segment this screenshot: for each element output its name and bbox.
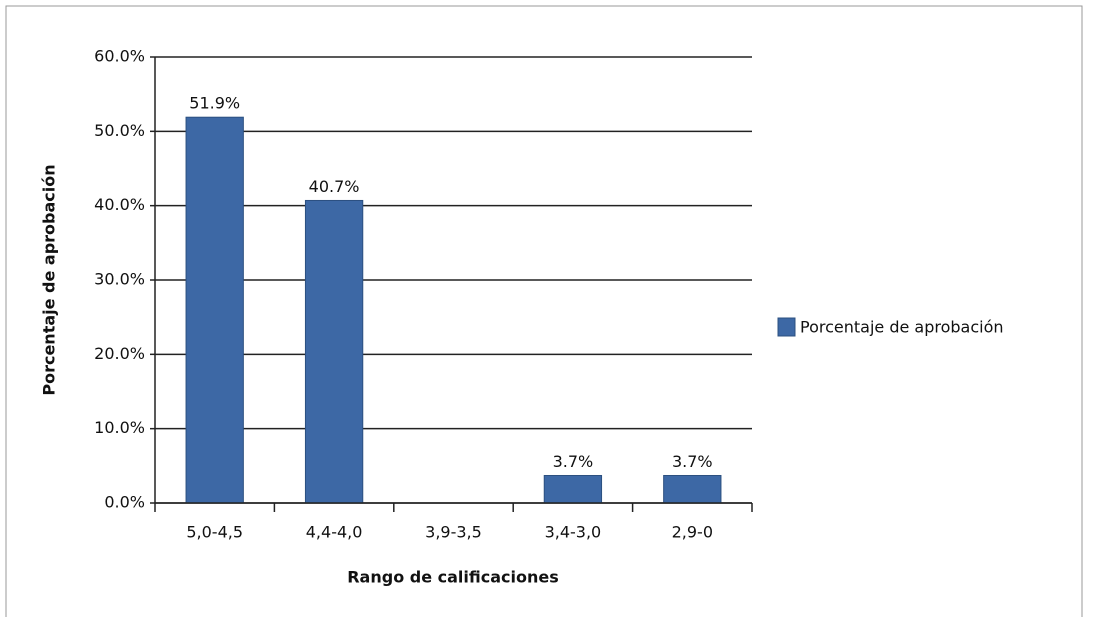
x-tick-label: 3,4-3,0 bbox=[545, 523, 602, 542]
bar bbox=[304, 199, 364, 504]
legend-label: Porcentaje de aprobación bbox=[800, 318, 1004, 337]
frame bbox=[5, 5, 1083, 617]
y-tick-label: 50.0% bbox=[94, 121, 145, 140]
data-label: 3.7% bbox=[553, 452, 594, 471]
data-label: 51.9% bbox=[189, 94, 240, 113]
bar bbox=[663, 474, 722, 504]
x-axis-label: Rango de calificaciones bbox=[347, 568, 559, 587]
x-tick-label: 4,4-4,0 bbox=[306, 523, 363, 542]
x-tick-label: 2,9-0 bbox=[672, 523, 713, 542]
y-axis-label: Porcentaje de aprobación bbox=[40, 164, 59, 395]
x-tick-label: 5,0-4,5 bbox=[186, 523, 243, 542]
data-label: 40.7% bbox=[309, 177, 360, 196]
bar bbox=[543, 474, 603, 504]
y-tick-label: 20.0% bbox=[94, 344, 145, 363]
y-tick-label: 40.0% bbox=[94, 195, 145, 214]
data-label: 3.7% bbox=[672, 452, 713, 471]
y-tick-label: 30.0% bbox=[94, 270, 145, 289]
y-tick-label: 10.0% bbox=[94, 418, 145, 437]
legend-swatch bbox=[777, 317, 796, 337]
y-tick-label: 60.0% bbox=[94, 47, 145, 66]
x-tick-label: 3,9-3,5 bbox=[425, 523, 482, 542]
bar bbox=[185, 116, 244, 504]
y-tick-label: 0.0% bbox=[104, 493, 145, 512]
